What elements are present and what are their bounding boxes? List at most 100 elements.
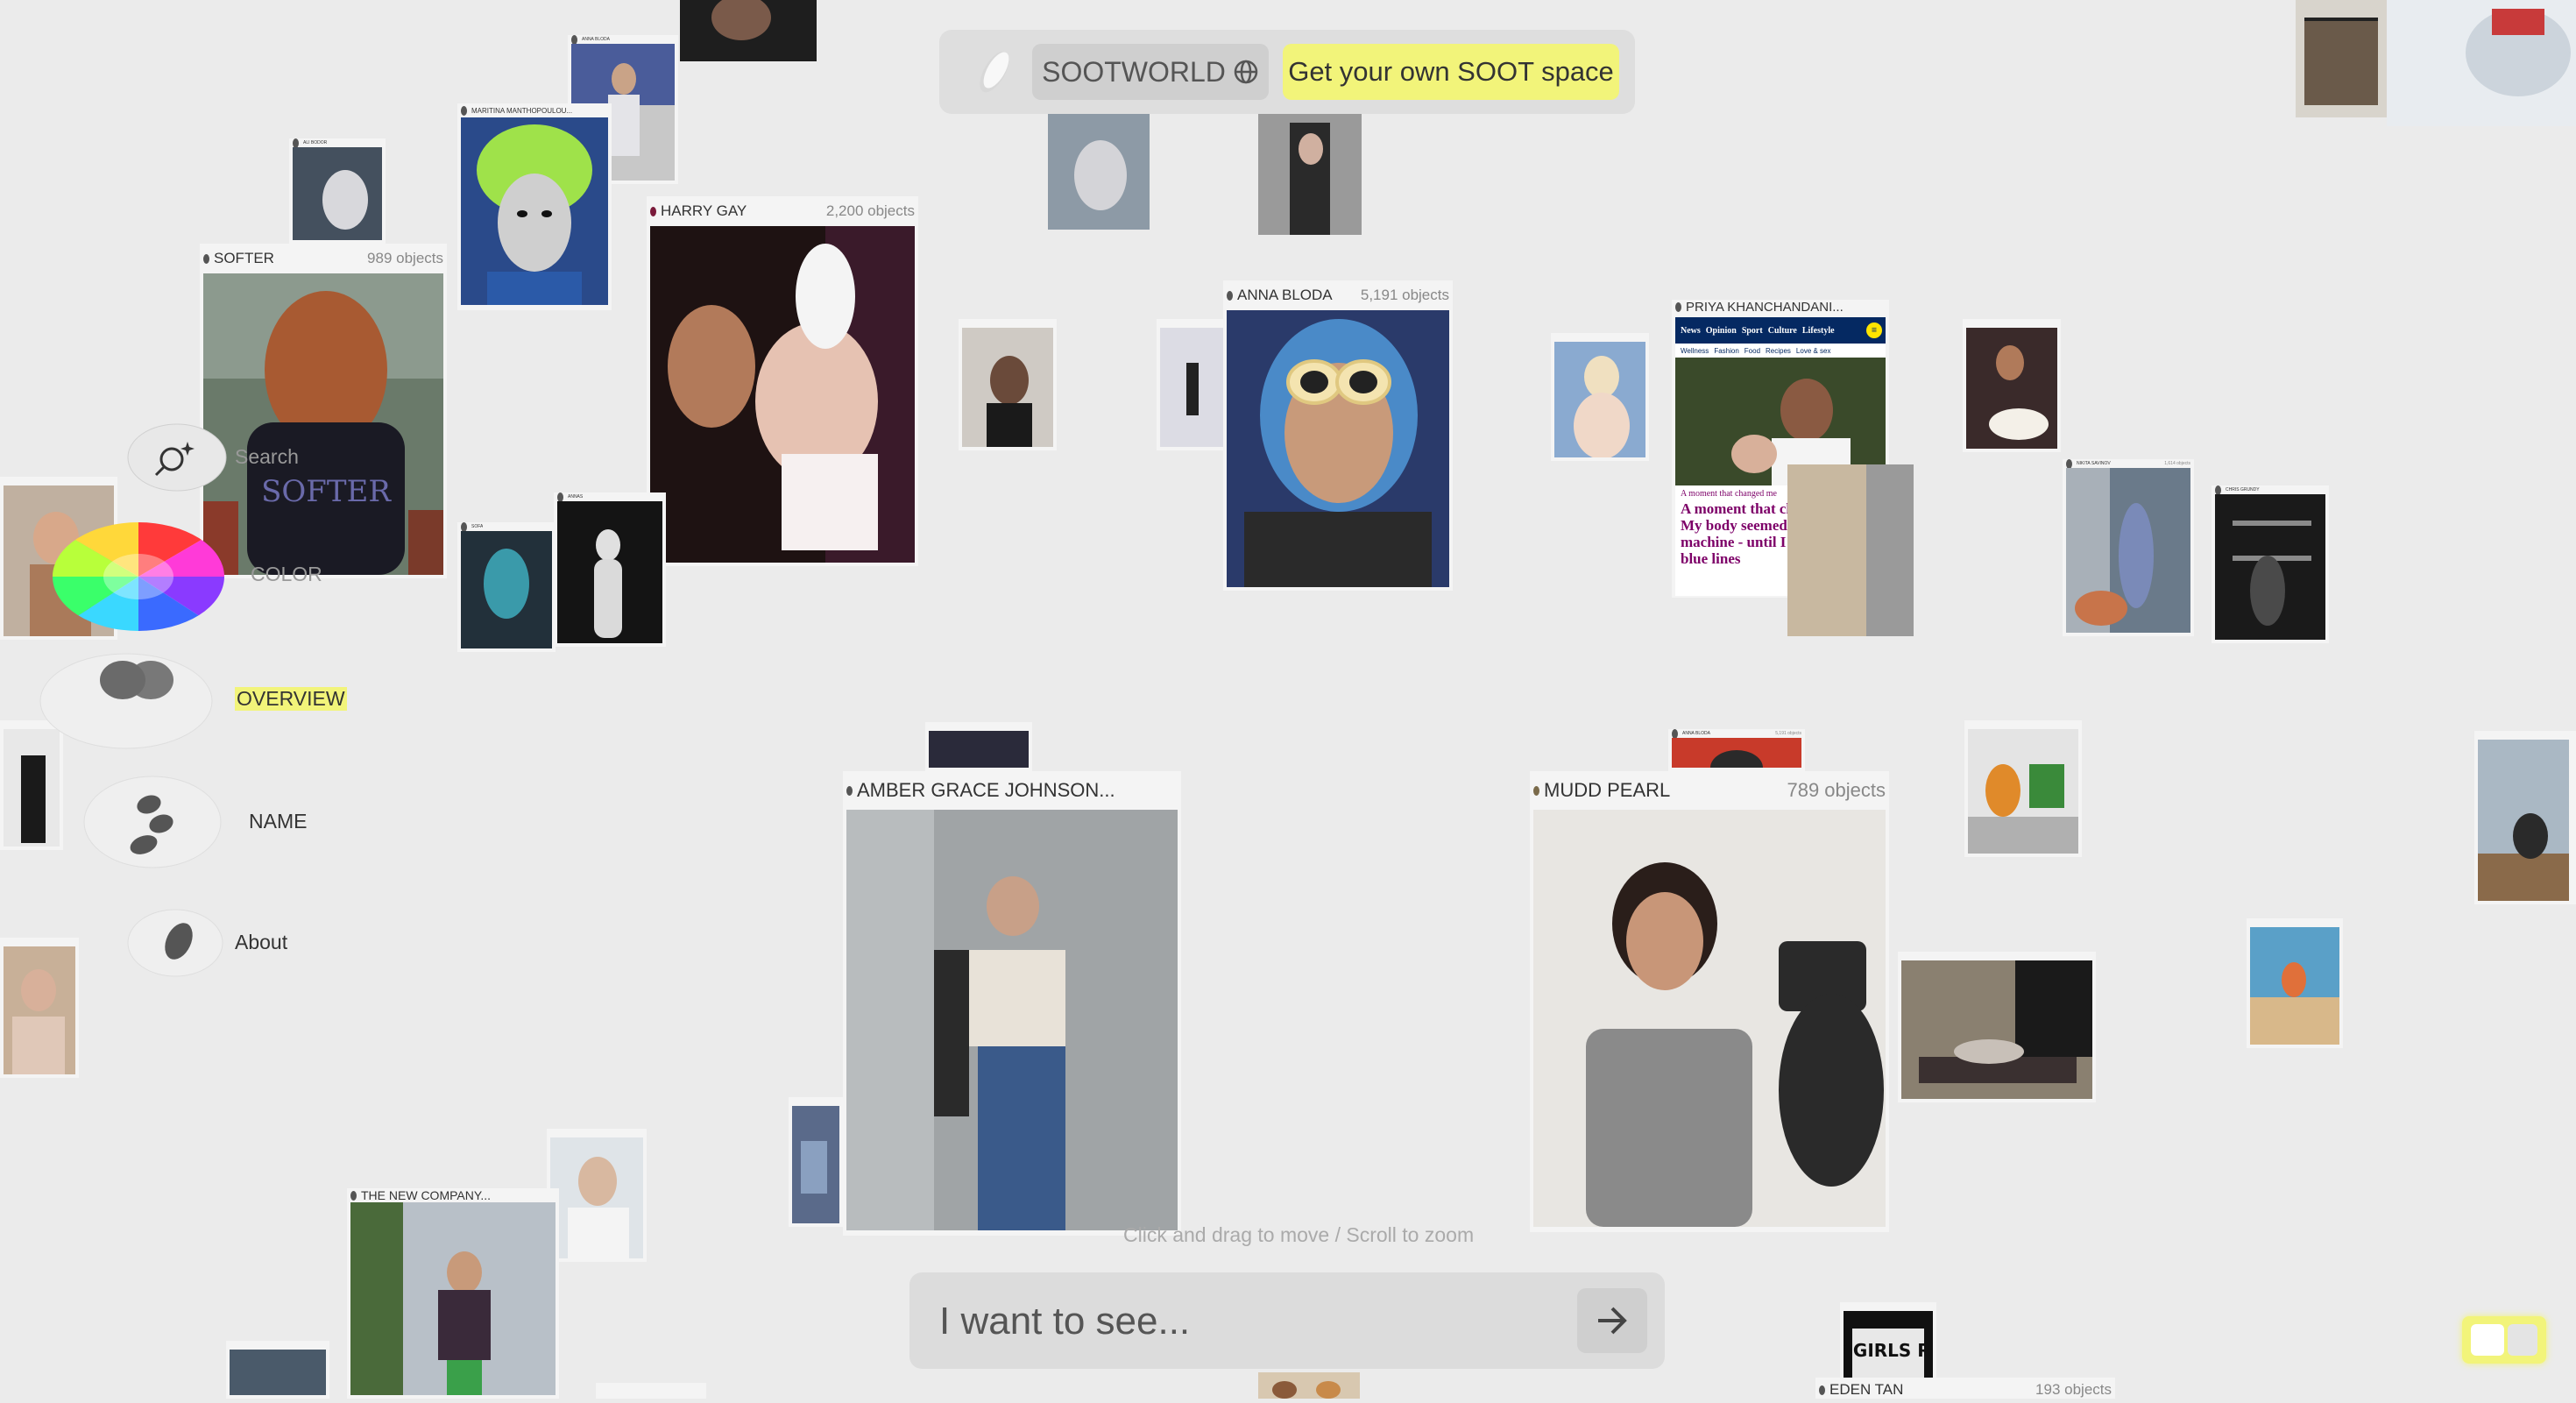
collection-thumb[interactable]: [1258, 114, 1362, 235]
collection-photo: [846, 810, 1178, 1230]
thumb-photo: [1258, 114, 1362, 235]
collection-card-anna-bloda[interactable]: ANNA BLODA 5,191 objects: [1223, 280, 1453, 591]
about-icon: [127, 909, 223, 977]
collection-card-nikita[interactable]: NIKITA SAVINOV 1,614 objects: [2063, 459, 2194, 636]
thumb-photo: [1787, 464, 1914, 636]
collection-photo: [1966, 328, 2057, 449]
globe-icon: [1234, 60, 1258, 84]
name-label[interactable]: NAME: [249, 810, 308, 833]
collection-card-mudd-pearl[interactable]: MUDD PEARL 789 objects: [1530, 771, 1889, 1232]
collection-thumb[interactable]: [0, 720, 63, 850]
collection-card-sofa[interactable]: SOFA: [457, 522, 556, 652]
world-label: SOOTWORLD: [1042, 55, 1226, 88]
collection-photo: [4, 729, 63, 847]
view-toggle[interactable]: [2462, 1316, 2546, 1364]
toggle-knob: [2471, 1324, 2504, 1356]
name-icon: [83, 776, 222, 868]
collection-photo: [461, 117, 608, 305]
collection-thumb[interactable]: [2387, 0, 2576, 126]
collection-photo: [2250, 927, 2339, 1045]
thumb-photo: [1258, 1372, 1360, 1399]
collection-card-annas[interactable]: ANNAS: [554, 492, 666, 647]
collection-photo: [293, 147, 382, 240]
collection-thumb[interactable]: [959, 319, 1057, 450]
article-subnav: Wellness Fashion Food Recipes Love & sex: [1681, 346, 1831, 355]
color-wheel-icon: [53, 522, 224, 631]
collection-thumb[interactable]: [2247, 918, 2343, 1048]
collection-thumb[interactable]: [0, 938, 79, 1078]
soot-logo-icon[interactable]: [964, 46, 1025, 98]
collection-thumb[interactable]: [1787, 464, 1914, 636]
overview-icon: [39, 653, 213, 749]
collection-thumb[interactable]: [596, 1383, 706, 1399]
collection-card-new-company[interactable]: THE NEW COMPANY...: [347, 1188, 559, 1399]
collection-card-chris-grundy[interactable]: CHRIS GRUNDY: [2212, 485, 2329, 643]
prompt-input[interactable]: [938, 1290, 1537, 1353]
collection-thumb[interactable]: [789, 1097, 843, 1227]
collection-card-priya[interactable]: PRIYA KHANCHANDANI... News Opinion Sport…: [1672, 300, 1889, 598]
collection-photo: [557, 501, 662, 643]
submit-button[interactable]: [1577, 1288, 1647, 1353]
collection-card-harry-gay[interactable]: HARRY GAY 2,200 objects: [647, 196, 918, 566]
collection-card-eden-tan[interactable]: EDEN TAN 193 objects: [1815, 1378, 2115, 1399]
collection-photo: [650, 226, 915, 563]
collection-thumb[interactable]: [1964, 720, 2082, 857]
thumb-photo: [2387, 0, 2576, 126]
about-label[interactable]: About: [235, 931, 288, 953]
collection-thumb[interactable]: [1551, 333, 1649, 461]
color-wheel-control[interactable]: [51, 519, 226, 634]
thumb-photo: [1048, 114, 1150, 230]
collection-card-ali-bodor[interactable]: ALI BODOR: [289, 138, 386, 244]
collection-thumb[interactable]: [2296, 0, 2387, 117]
collection-photo: [461, 531, 552, 648]
article-nav: News Opinion Sport Culture Lifestyle ≡: [1675, 317, 1886, 344]
overview-control[interactable]: [39, 648, 216, 752]
collection-thumb[interactable]: [2474, 731, 2576, 904]
collection-photo: [4, 946, 79, 1074]
collection-card-maritina[interactable]: MARITINA MANTHOPOULOU...: [457, 103, 612, 310]
collection-card-amber[interactable]: AMBER GRACE JOHNSON...: [843, 771, 1181, 1236]
collection-thumb[interactable]: [680, 0, 817, 61]
article-kicker: A moment that changed me: [1681, 489, 1777, 499]
search-control[interactable]: [124, 417, 230, 496]
collection-thumb[interactable]: [1898, 952, 2096, 1102]
book-cover-text: HOT GIRLS READ: [1844, 1340, 1933, 1361]
collection-photo: [1901, 960, 2092, 1099]
collection-thumb[interactable]: [547, 1129, 647, 1262]
article-photo: [1675, 358, 1886, 485]
arrow-right-icon: [1598, 1307, 1627, 1335]
search-label[interactable]: Search: [235, 445, 299, 468]
collection-thumb[interactable]: [1963, 319, 2061, 452]
name-control[interactable]: [81, 771, 224, 873]
collection-card-softer[interactable]: SOFTER 989 objects SOFTER: [200, 244, 447, 578]
overview-label[interactable]: OVERVIEW: [235, 687, 347, 711]
world-selector[interactable]: SOOTWORLD: [1032, 44, 1269, 100]
collection-photo: [230, 1350, 326, 1395]
collection-photo: [2215, 494, 2325, 640]
collection-photo: [350, 1202, 556, 1395]
collection-photo: [1554, 342, 1645, 459]
collection-thumb[interactable]: [1048, 114, 1150, 230]
collection-photo: [2478, 740, 2569, 901]
collection-photo: SOFTER: [203, 273, 443, 575]
collection-thumb[interactable]: [1258, 1372, 1360, 1399]
search-sparkle-icon: [127, 423, 227, 492]
svg-text:SOFTER: SOFTER: [261, 474, 392, 509]
collection-card-anna-bloda-small[interactable]: ANNA BLODA 5,191 objects: [1668, 729, 1805, 785]
collection-thumb[interactable]: [925, 722, 1032, 771]
collection-photo: [1160, 328, 1223, 447]
color-label[interactable]: COLOR: [251, 563, 322, 585]
collection-photo: [550, 1137, 643, 1258]
collection-photo: [1672, 738, 1801, 785]
toggle-track: [2508, 1324, 2537, 1356]
collection-photo: [792, 1106, 839, 1223]
collection-photo: [962, 328, 1053, 447]
thumb-photo: [2296, 0, 2387, 117]
collection-thumb[interactable]: [1157, 319, 1227, 450]
collection-thumb[interactable]: [226, 1341, 329, 1399]
menu-icon: ≡: [1866, 322, 1882, 338]
collection-photo: [2066, 468, 2190, 633]
thumb-photo: [680, 0, 817, 61]
about-control[interactable]: [126, 903, 228, 980]
get-soot-space-button[interactable]: Get your own SOOT space: [1283, 44, 1619, 100]
